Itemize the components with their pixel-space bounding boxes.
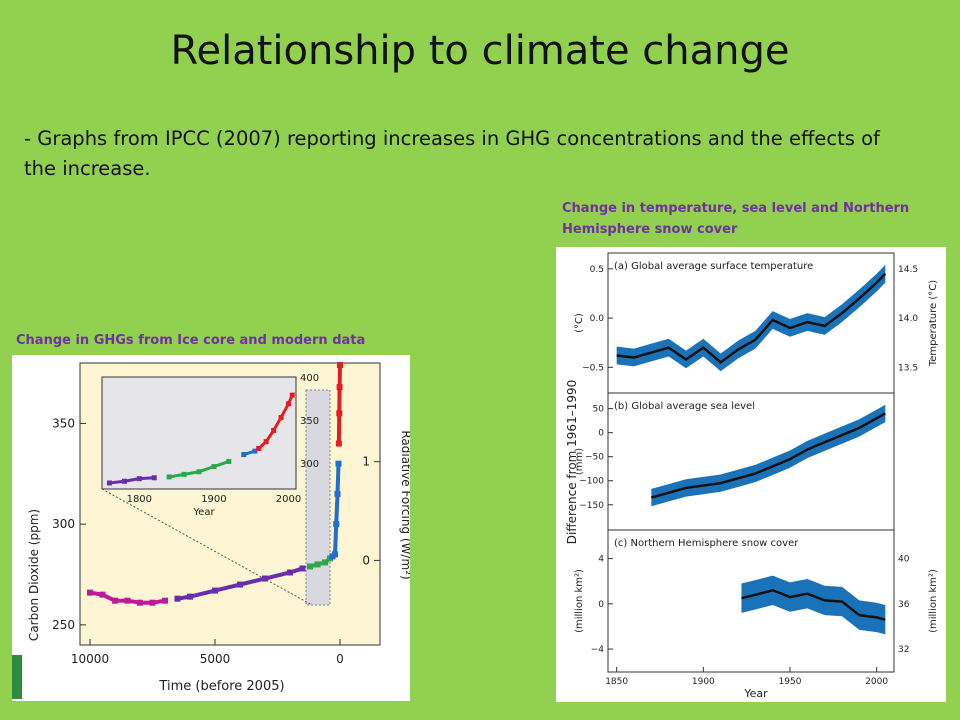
co2-segment <box>335 463 341 494</box>
caption-right: Change in temperature, sea level and Nor… <box>562 201 910 237</box>
co2-segment <box>334 493 340 525</box>
co2-point <box>334 490 341 497</box>
co2-chart-panel: 10000 5000 0 250 300 350 0 1 1800 1900 2000 300 350… <box>12 355 413 701</box>
clim-y2tick-label: 13.5 <box>898 363 918 373</box>
caption-left: Change in GHGs from Ice core and modern … <box>16 333 366 348</box>
inset-point <box>289 392 295 398</box>
co2-segment <box>214 582 241 593</box>
clim-ytick-label: 4 <box>598 555 604 565</box>
co2-xlabel: Time (before 2005) <box>158 679 284 694</box>
co2-point <box>299 565 306 572</box>
clim-y2tick-label: 32 <box>898 645 909 655</box>
clim-series-line <box>616 272 887 364</box>
inset-xtick-label: 1800 <box>127 494 152 505</box>
co2-ytick-label: 250 <box>52 618 75 632</box>
co2-xtick-label: 10000 <box>71 652 109 666</box>
clim-panel-label: (a) Global average surface temperature <box>614 261 813 272</box>
clim-panel-frame <box>607 392 895 531</box>
inset-ytick-label: 350 <box>300 416 319 427</box>
clim-y2tick-label: 36 <box>898 600 910 610</box>
co2-chart: 10000 5000 0 250 300 350 0 1 1800 1900 2000 300 350… <box>27 362 413 694</box>
co2-point <box>322 559 328 566</box>
clim-y2tick-label: 14.5 <box>898 265 918 275</box>
co2-point <box>337 362 343 369</box>
clim-ytick-label: −4 <box>591 645 605 655</box>
co2-ytick-label: 300 <box>52 517 75 531</box>
clim-uncertainty-band <box>616 264 886 372</box>
co2-xtick-label: 0 <box>336 652 344 666</box>
co2-point <box>174 595 181 602</box>
bullet-text: - Graphs from IPCC (2007) reporting incr… <box>24 127 880 180</box>
co2-point <box>149 599 156 606</box>
clim-ytick-label: −0.5 <box>582 363 604 373</box>
inset-point <box>151 475 157 481</box>
co2-point <box>307 563 313 570</box>
co2-xtick-label: 5000 <box>200 652 231 666</box>
co2-point <box>336 410 343 417</box>
co2-point <box>87 589 93 596</box>
clim-ytick-label: −150 <box>579 501 604 511</box>
inset-point <box>278 414 284 420</box>
clim-panel-label: (c) Northern Hemisphere snow cover <box>614 538 799 549</box>
clim-panel-ylabel: (mm) <box>574 448 585 475</box>
clim-panel-ylabel: (million km²) <box>574 569 585 633</box>
inset-point <box>226 458 232 464</box>
clim-ytick-label: 50 <box>593 405 605 415</box>
decor-bar <box>12 655 22 699</box>
co2-segment <box>264 570 291 581</box>
clim-uncertainty-band <box>741 575 886 635</box>
slide-title: Relationship to climate change <box>170 28 790 74</box>
clim-panel-frame <box>607 252 895 394</box>
clim-xtick-label: 1950 <box>779 677 802 687</box>
co2-point <box>335 460 342 467</box>
clim-y2tick-label: 40 <box>898 555 910 565</box>
inset-point <box>252 448 258 454</box>
clim-series-line <box>741 588 886 621</box>
co2-segment <box>189 588 216 599</box>
clim-ytick-label: −100 <box>579 477 604 487</box>
co2-ylabel: Carbon Dioxide (ppm) <box>27 509 41 641</box>
co2-y2label: Radiative Forcing (W/m²) <box>399 430 410 579</box>
co2-point <box>332 551 338 558</box>
climate-chart: (a) Global average surface temperature 0.… <box>565 252 939 700</box>
co2-ytick-label: 350 <box>52 416 75 430</box>
inset-ytick-label: 400 <box>300 373 319 384</box>
clim-ytick-label: −50 <box>585 453 604 463</box>
co2-y2tick-label: 1 <box>362 455 370 469</box>
clim-ylabel-left: Difference from 1961–1990 <box>565 380 579 545</box>
inset-xlabel: Year <box>192 507 215 518</box>
clim-panel-y2label: Temperature (°C) <box>928 280 939 367</box>
climate-chart-panel: (a) Global average surface temperature 0.… <box>556 247 946 702</box>
clim-panel-y2label: (million km²) <box>928 569 939 633</box>
co2-point <box>314 561 321 568</box>
clim-xtick-label: 1850 <box>605 677 628 687</box>
co2-segment <box>239 576 266 587</box>
clim-y2tick-label: 14.0 <box>898 314 918 324</box>
clim-panel-label: (b) Global average sea level <box>614 401 755 412</box>
clim-series-line <box>650 412 886 499</box>
inset-point <box>181 471 187 477</box>
co2-segment <box>333 524 339 555</box>
clim-xtick-label: 2000 <box>865 677 888 687</box>
co2-point <box>99 591 106 598</box>
inset-point <box>106 480 112 486</box>
inset-xtick-label: 2000 <box>276 494 301 505</box>
inset-ytick-label: 300 <box>300 459 319 470</box>
clim-panel-ylabel: (°C) <box>574 313 585 333</box>
co2-y2tick-label: 0 <box>362 553 370 567</box>
clim-xlabel: Year <box>743 687 768 700</box>
co2-point <box>187 593 193 600</box>
clim-ytick-label: 0 <box>598 429 604 439</box>
inset-point <box>166 474 172 480</box>
inset-xtick-label: 1900 <box>201 494 226 505</box>
co2-point <box>162 597 168 604</box>
inset-point <box>211 464 217 470</box>
clim-ytick-label: 0.0 <box>590 314 605 324</box>
clim-ytick-label: 0.5 <box>590 265 604 275</box>
clim-ytick-label: 0 <box>598 600 604 610</box>
clim-uncertainty-band <box>651 404 886 507</box>
inset-point <box>286 401 292 407</box>
clim-xtick-label: 1900 <box>692 677 715 687</box>
